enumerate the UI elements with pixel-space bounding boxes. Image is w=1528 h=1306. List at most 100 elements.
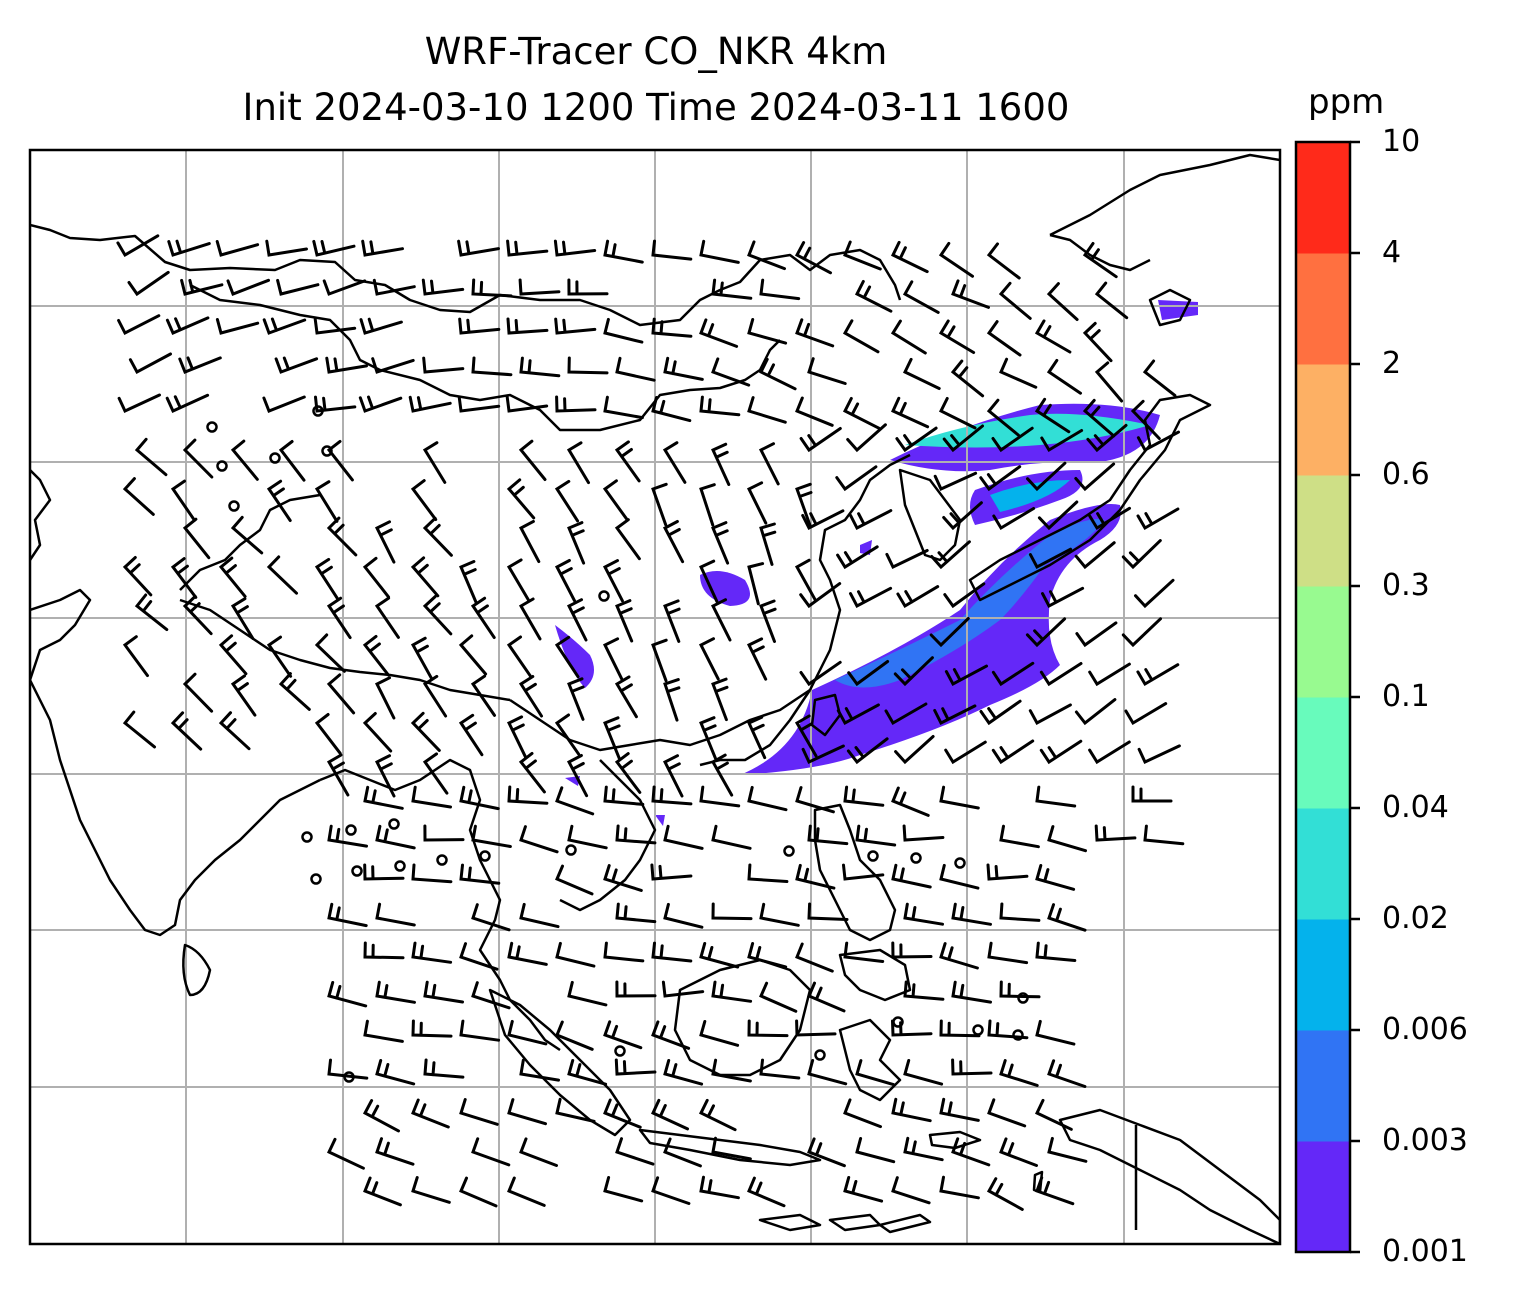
- wind-barb: [519, 1137, 558, 1167]
- wind-barb: [327, 1058, 369, 1080]
- wind-barb: [699, 239, 740, 264]
- wind-barb: [518, 439, 547, 481]
- wind-barb: [178, 356, 222, 374]
- wind-barb: [855, 824, 897, 847]
- wind-barb: [1040, 429, 1084, 453]
- map-frame: [28, 148, 1282, 1246]
- wind-barb: [362, 1099, 400, 1133]
- wind-barb: [614, 440, 641, 483]
- wind-barb: [603, 864, 643, 892]
- calm-wind-marker: [312, 405, 324, 417]
- wind-barb: [314, 480, 339, 523]
- wind-barb: [651, 638, 668, 683]
- wind-barb: [986, 398, 1020, 437]
- wind-barb: [711, 677, 729, 722]
- wind-barb: [902, 280, 940, 314]
- wind-barb: [423, 1058, 465, 1079]
- wind-barb: [951, 1058, 993, 1076]
- wind-barb: [711, 1136, 752, 1161]
- wind-barb: [1025, 617, 1067, 648]
- wind-barb: [182, 594, 213, 636]
- wind-barb: [471, 356, 513, 377]
- wind-barb: [663, 678, 681, 722]
- wind-barb: [1035, 785, 1077, 808]
- calm-wind-marker: [321, 445, 333, 457]
- wind-barb: [507, 1019, 548, 1046]
- wind-barb: [1039, 662, 1083, 687]
- wind-barb: [567, 356, 609, 375]
- wind-barb: [567, 980, 608, 1007]
- wind-barb: [747, 863, 789, 883]
- colorbar-segment: [1296, 364, 1350, 476]
- wind-barb: [807, 824, 849, 846]
- wind-barb: [218, 556, 247, 598]
- wind-barb: [519, 902, 560, 929]
- wind-barb: [999, 357, 1038, 389]
- calm-wind-marker: [206, 421, 218, 433]
- wind-barb: [699, 1175, 740, 1200]
- wind-barb: [182, 438, 214, 479]
- wind-barb: [835, 465, 878, 492]
- wind-barb: [939, 942, 979, 970]
- wind-barb: [459, 863, 501, 885]
- wind-barb: [408, 395, 452, 413]
- wind-barb: [602, 559, 624, 603]
- wind-barb: [699, 716, 717, 760]
- colorbar-tick-label: 0.1: [1382, 679, 1430, 714]
- wind-barb: [566, 441, 590, 485]
- wind-barb: [999, 1137, 1038, 1167]
- wind-barb: [363, 1176, 402, 1207]
- wind-barb: [218, 711, 251, 751]
- wind-barb: [942, 501, 983, 531]
- wind-barb: [312, 239, 356, 257]
- wind-barb: [603, 239, 644, 264]
- wind-barb: [518, 675, 543, 718]
- calm-wind-markers: [206, 405, 1029, 1083]
- wind-barb: [170, 711, 203, 751]
- wind-barb: [663, 1137, 702, 1168]
- calm-wind-marker: [228, 500, 240, 512]
- wind-barb: [1136, 663, 1180, 687]
- wind-barb: [855, 1059, 895, 1087]
- wind-barb: [458, 634, 488, 676]
- wind-barb: [506, 635, 533, 678]
- wind-barb: [951, 279, 990, 309]
- map-gridlines: [30, 150, 1280, 1244]
- wind-barb: [799, 427, 842, 453]
- wind-barb: [1039, 739, 1083, 765]
- wind-barb: [890, 319, 927, 355]
- wind-barb: [942, 424, 984, 453]
- wind-barb: [1047, 903, 1087, 932]
- calm-wind-marker: [351, 865, 363, 877]
- wind-barb: [1035, 1098, 1073, 1131]
- wind-barb: [603, 395, 644, 420]
- wind-barb: [459, 1098, 499, 1126]
- wind-barb: [938, 319, 976, 354]
- wind-barb: [471, 981, 511, 1010]
- wind-barb: [602, 479, 629, 522]
- wind-barb: [117, 314, 161, 336]
- wind-barb: [218, 634, 248, 676]
- wind-barb: [933, 471, 978, 491]
- wind-barb: [894, 735, 935, 765]
- wind-barb: [327, 981, 368, 1008]
- wind-barb: [885, 549, 929, 570]
- wind-barb: [1124, 702, 1168, 726]
- wind-barb: [1136, 507, 1180, 531]
- wind-barb: [1094, 361, 1124, 403]
- wind-barb: [1088, 662, 1131, 687]
- wind-barb: [891, 1176, 931, 1205]
- wind-barb: [795, 942, 834, 973]
- wind-barb: [266, 555, 298, 595]
- wind-barb: [422, 752, 449, 795]
- wind-barb: [506, 317, 549, 335]
- wind-barb: [410, 479, 438, 521]
- wind-barb: [371, 357, 415, 374]
- calm-wind-marker: [394, 860, 406, 872]
- wind-barb: [939, 1175, 980, 1200]
- wind-barb: [1121, 617, 1162, 648]
- wind-barb: [807, 1059, 848, 1086]
- wind-barb: [555, 786, 595, 816]
- wind-barb: [507, 1176, 546, 1207]
